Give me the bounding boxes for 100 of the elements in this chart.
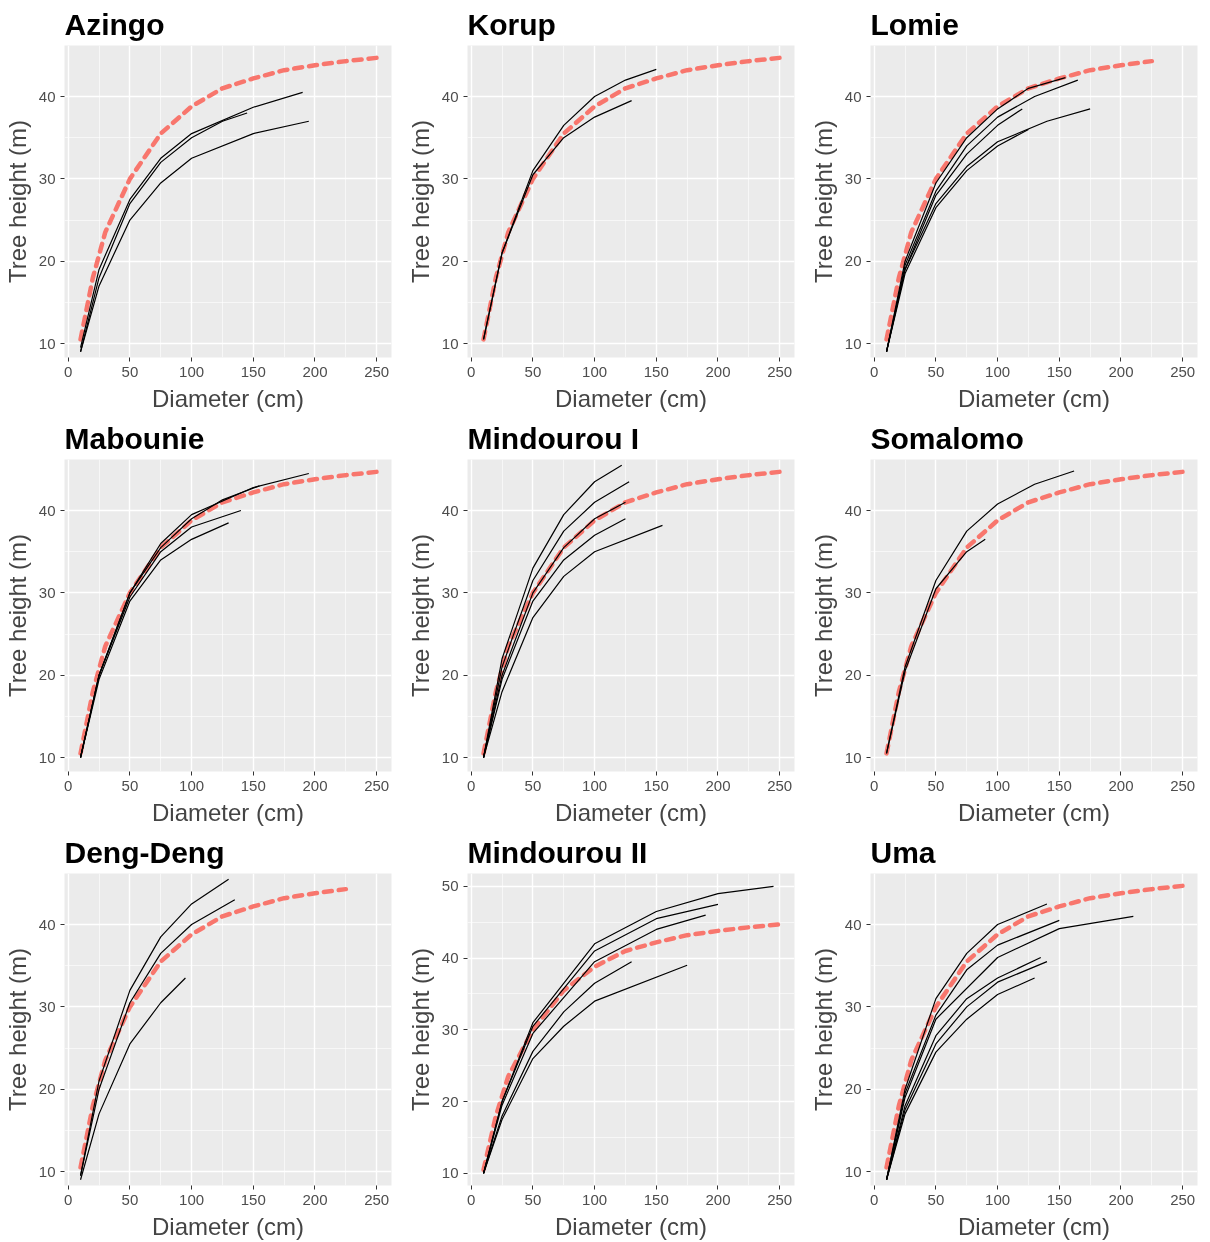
x-axis-title: Diameter (cm) [555, 384, 708, 412]
x-tick-label: 0 [64, 362, 73, 380]
y-tick-label: 40 [844, 87, 862, 105]
x-tick-label: 0 [467, 362, 476, 380]
x-tick-label: 50 [927, 362, 945, 380]
chart-title: Korup [467, 7, 556, 41]
chart-title: Uma [870, 835, 936, 869]
x-tick-label: 50 [121, 362, 139, 380]
x-tick-label: 200 [1108, 776, 1134, 794]
x-tick-label: 200 [705, 776, 731, 794]
x-tick-label: 200 [1108, 362, 1134, 380]
y-axis-title: Tree height (m) [406, 119, 434, 284]
y-tick-label: 20 [844, 252, 862, 270]
chart-title: Somalomo [870, 421, 1024, 455]
chart-title: Deng-Deng [64, 835, 225, 869]
x-tick-label: 200 [705, 362, 731, 380]
x-tick-label: 200 [302, 362, 328, 380]
x-axis-title: Diameter (cm) [958, 798, 1111, 826]
x-tick-label: 50 [121, 776, 139, 794]
x-tick-label: 50 [927, 1190, 945, 1208]
y-tick-label: 40 [441, 87, 459, 105]
y-tick-label: 10 [441, 748, 459, 766]
y-tick-label: 40 [441, 501, 459, 519]
y-tick-label: 30 [441, 1020, 459, 1038]
x-tick-label: 250 [1170, 776, 1196, 794]
x-tick-label: 100 [582, 362, 608, 380]
chart-title: Mindourou I [467, 421, 640, 455]
x-tick-label: 250 [364, 362, 390, 380]
y-tick-label: 20 [844, 666, 862, 684]
x-tick-label: 250 [1170, 1190, 1196, 1208]
x-tick-label: 150 [643, 362, 669, 380]
x-tick-label: 250 [767, 1190, 793, 1208]
x-axis-title: Diameter (cm) [152, 1212, 305, 1240]
x-axis-title: Diameter (cm) [555, 798, 708, 826]
x-tick-label: 250 [1170, 362, 1196, 380]
y-tick-label: 30 [844, 169, 862, 187]
x-tick-label: 150 [240, 776, 266, 794]
y-tick-label: 20 [38, 666, 56, 684]
y-tick-label: 40 [844, 501, 862, 519]
y-tick-label: 30 [38, 169, 56, 187]
y-tick-label: 10 [38, 1162, 56, 1180]
x-tick-label: 0 [467, 776, 476, 794]
chart-title: Lomie [870, 7, 959, 41]
x-tick-label: 100 [582, 1190, 608, 1208]
y-tick-label: 40 [38, 501, 56, 519]
y-tick-label: 40 [844, 915, 862, 933]
x-tick-label: 250 [767, 362, 793, 380]
y-tick-label: 40 [38, 915, 56, 933]
x-axis-title: Diameter (cm) [555, 1212, 708, 1240]
x-tick-label: 0 [64, 1190, 73, 1208]
x-tick-label: 250 [364, 776, 390, 794]
x-tick-label: 100 [985, 1190, 1011, 1208]
x-tick-label: 150 [1046, 1190, 1072, 1208]
y-tick-label: 30 [38, 583, 56, 601]
y-tick-label: 10 [844, 1162, 862, 1180]
x-tick-label: 100 [985, 776, 1011, 794]
x-tick-label: 200 [1108, 1190, 1134, 1208]
y-tick-label: 20 [441, 252, 459, 270]
x-tick-label: 200 [302, 776, 328, 794]
y-axis-title: Tree height (m) [406, 533, 434, 698]
y-tick-label: 10 [844, 748, 862, 766]
x-tick-label: 150 [1046, 362, 1072, 380]
x-tick-label: 0 [870, 362, 879, 380]
y-tick-label: 30 [844, 583, 862, 601]
x-tick-label: 0 [870, 776, 879, 794]
y-tick-label: 40 [441, 949, 459, 967]
chart-title: Mabounie [64, 421, 205, 455]
y-tick-label: 20 [441, 1092, 459, 1110]
y-axis-title: Tree height (m) [3, 119, 31, 284]
y-axis-title: Tree height (m) [809, 533, 837, 698]
x-tick-label: 200 [302, 1190, 328, 1208]
x-tick-label: 100 [179, 776, 205, 794]
x-axis-title: Diameter (cm) [958, 384, 1111, 412]
y-tick-label: 10 [441, 334, 459, 352]
y-tick-label: 20 [38, 1080, 56, 1098]
x-tick-label: 250 [364, 1190, 390, 1208]
chart-title: Mindourou II [467, 835, 648, 869]
x-tick-label: 150 [1046, 776, 1072, 794]
x-tick-label: 200 [705, 1190, 731, 1208]
y-tick-label: 30 [441, 583, 459, 601]
y-tick-label: 10 [38, 748, 56, 766]
y-tick-label: 10 [844, 334, 862, 352]
chart-title: Azingo [64, 7, 165, 41]
x-axis-title: Diameter (cm) [152, 384, 305, 412]
y-axis-title: Tree height (m) [809, 947, 837, 1112]
x-tick-label: 0 [64, 776, 73, 794]
y-tick-label: 40 [38, 87, 56, 105]
x-tick-label: 50 [927, 776, 945, 794]
x-axis-title: Diameter (cm) [958, 1212, 1111, 1240]
y-tick-label: 50 [441, 877, 459, 895]
x-tick-label: 50 [524, 362, 542, 380]
y-tick-label: 20 [844, 1080, 862, 1098]
y-tick-label: 20 [441, 666, 459, 684]
x-tick-label: 50 [524, 1190, 542, 1208]
x-tick-label: 50 [121, 1190, 139, 1208]
x-tick-label: 150 [240, 1190, 266, 1208]
x-tick-label: 100 [179, 1190, 205, 1208]
x-tick-label: 250 [767, 776, 793, 794]
x-tick-label: 50 [524, 776, 542, 794]
x-tick-label: 0 [870, 1190, 879, 1208]
